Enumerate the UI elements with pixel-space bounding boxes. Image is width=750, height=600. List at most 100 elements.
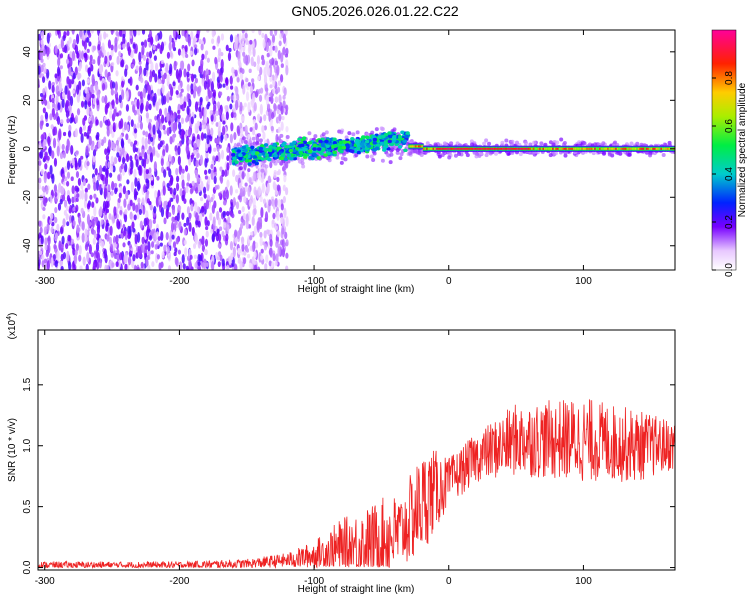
x-tick-label: -100 xyxy=(304,576,324,587)
snr-panel: -300 -200 -100 0 100 0.00.51.01.5 Height of … xyxy=(6,313,676,595)
spectrogram-cell xyxy=(628,147,631,150)
spectrogram-cell xyxy=(252,171,256,182)
spectrogram-cell xyxy=(210,169,214,181)
spectrogram-cell xyxy=(316,147,322,151)
y-tick-label: 40 xyxy=(22,46,33,58)
spectrogram-cell xyxy=(70,145,74,155)
spectrogram-cell xyxy=(137,30,141,36)
spectrogram-cell xyxy=(196,86,200,95)
spectrogram-cell xyxy=(618,147,621,150)
spectrogram-cell xyxy=(90,64,94,72)
spectrogram-cell xyxy=(46,32,50,44)
spectrogram-cell xyxy=(219,174,224,184)
spectrogram-cell xyxy=(143,184,147,194)
spectrogram-cell xyxy=(42,66,47,74)
spectrogram-cell xyxy=(283,208,287,217)
spectrogram-cell xyxy=(212,45,216,50)
spectrogram-cell xyxy=(170,197,174,202)
spectrogram-cell xyxy=(45,122,49,127)
spectrogram-cell xyxy=(409,145,413,148)
spectrogram-cell xyxy=(429,147,432,150)
spectrogram-cell xyxy=(566,147,570,150)
spectrogram-cell xyxy=(282,100,286,109)
spectrogram-cell xyxy=(154,150,159,157)
spectrogram-cell xyxy=(513,147,516,150)
spectrogram-cell xyxy=(121,156,126,165)
spectrogram-cell xyxy=(123,254,127,264)
spectrogram-cell xyxy=(560,147,563,150)
spectrogram-cell xyxy=(511,147,515,150)
spectrogram-cell xyxy=(133,109,137,116)
spectrogram-cell xyxy=(122,242,126,248)
spectrogram-cell xyxy=(110,165,114,173)
spectrogram-cell xyxy=(229,240,234,251)
spectrogram-cell xyxy=(104,94,108,105)
spectrogram-cell xyxy=(238,33,242,44)
spectrogram-cell xyxy=(274,260,278,267)
spectrogram-cell xyxy=(42,47,46,56)
spectrogram-cell xyxy=(83,39,87,50)
spectrogram-cell xyxy=(372,140,377,145)
spectrogram-cell xyxy=(110,44,114,51)
spectrogram-cell xyxy=(639,142,644,147)
spectrogram-cell xyxy=(231,152,236,157)
spectrogram-cell xyxy=(283,157,289,162)
spectrogram-cell xyxy=(272,142,277,147)
spectrogram-cell xyxy=(126,179,130,185)
spectrogram-cell xyxy=(130,51,134,59)
spectrogram-cell xyxy=(333,143,338,148)
spectrogram-cell xyxy=(233,112,237,118)
spectrogram-cell xyxy=(181,30,185,37)
spectrogram-cell xyxy=(188,139,192,145)
spectrogram-cell xyxy=(307,149,313,154)
spectrogram-cell xyxy=(524,147,528,150)
spectrogram-cell xyxy=(660,147,663,150)
spectrogram-cell xyxy=(281,115,285,121)
spectrogram-cell xyxy=(590,147,594,150)
spectrogram-cell xyxy=(187,63,191,72)
spectrogram-cell xyxy=(432,147,435,150)
spectrogram-cell xyxy=(217,217,222,226)
spectrogram-cell xyxy=(245,248,250,253)
spectrogram-cell xyxy=(239,131,243,139)
spectrogram-cell xyxy=(264,211,269,223)
spectrogram-cell xyxy=(223,221,227,229)
spectrogram-cell xyxy=(324,139,329,144)
spectrogram-cell xyxy=(210,81,215,92)
spectrogram-cell xyxy=(63,30,67,39)
spectrogram-cell xyxy=(44,99,48,106)
spectrogram-cell xyxy=(249,39,253,45)
spectrogram-cell xyxy=(80,189,85,200)
spectrogram-cell xyxy=(39,227,43,234)
spectrogram-cell xyxy=(186,71,190,78)
colorbar-label: Normalized spectral amplitude xyxy=(737,82,748,217)
spectrogram-cell xyxy=(148,121,152,131)
spectrogram-cell xyxy=(47,136,51,147)
spectrogram-cell xyxy=(254,161,260,166)
spectrogram-cell xyxy=(510,147,513,150)
spectrogram-cell xyxy=(46,223,50,232)
spectrogram-cell xyxy=(159,242,163,247)
spectrogram-cell xyxy=(166,112,170,123)
spectrogram-cell xyxy=(236,77,240,83)
spectrogram-cell xyxy=(269,247,273,258)
spectrogram-cell xyxy=(253,102,257,112)
spectrogram-cell xyxy=(110,190,114,196)
spectrogram-cell xyxy=(165,143,169,153)
spectrogram-cell xyxy=(82,178,86,187)
spectrogram-cell xyxy=(267,157,272,162)
spectrogram-cell xyxy=(69,117,73,124)
spectrogram-cell xyxy=(222,190,226,201)
spectrogram-cell xyxy=(158,195,162,206)
spectrogram-cell xyxy=(605,147,608,150)
spectrogram-cell xyxy=(478,151,483,156)
spectrogram-cell xyxy=(589,147,592,150)
spectrogram-cell xyxy=(250,145,255,150)
spectrogram-cell xyxy=(665,147,668,150)
spectrogram-cell xyxy=(288,148,294,153)
spectrogram-cell xyxy=(239,101,243,112)
spectrogram-cell xyxy=(442,147,445,150)
spectrogram-cell xyxy=(166,182,170,188)
spectrogram-cell xyxy=(258,94,263,102)
spectrogram-cell xyxy=(427,147,431,150)
